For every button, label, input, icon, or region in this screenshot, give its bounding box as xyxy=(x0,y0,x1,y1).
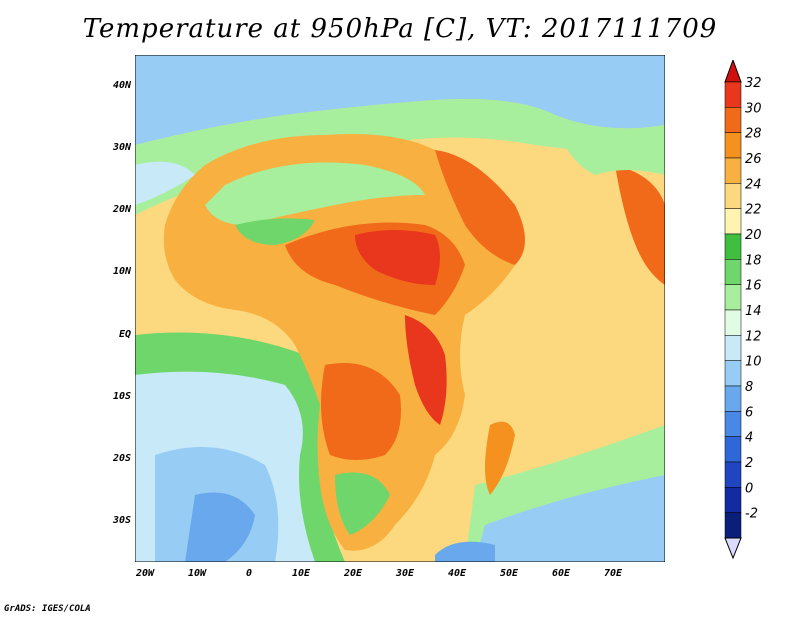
credit-text: GrADS: IGES/COLA xyxy=(4,604,91,614)
colorbar-swatch xyxy=(724,284,742,311)
colorbar-swatch xyxy=(724,487,742,513)
colorbar-swatch xyxy=(724,309,742,336)
temperature-map xyxy=(135,55,665,562)
lat-tick: 20S xyxy=(112,453,131,464)
lat-axis: 40N 30N 20N 10N EQ 10S 20S 30S xyxy=(112,80,132,526)
lat-tick: 40N xyxy=(113,80,132,91)
colorbar-label: 10 xyxy=(745,355,762,370)
colorbar-swatch xyxy=(724,233,742,260)
colorbar-swatch xyxy=(724,360,742,387)
colorbar-over-triangle xyxy=(724,60,742,83)
lon-tick: 10E xyxy=(292,568,311,579)
lat-tick: 20N xyxy=(112,204,132,215)
colorbar-swatch xyxy=(724,436,742,463)
colorbar-label: 2 xyxy=(745,456,753,471)
colorbar-label: 24 xyxy=(745,177,762,192)
colorbar-swatch xyxy=(724,157,742,184)
colorbar-label: 28 xyxy=(745,127,762,142)
colorbar-swatch xyxy=(724,461,742,488)
lat-tick: EQ xyxy=(119,329,131,340)
lon-tick: 50E xyxy=(500,568,519,579)
colorbar-label: 8 xyxy=(745,380,753,395)
lon-tick: 70E xyxy=(604,568,623,579)
colorbar-label: 30 xyxy=(745,101,762,116)
lon-tick: 60E xyxy=(552,568,571,579)
colorbar-swatch xyxy=(724,132,742,159)
colorbar-label: 14 xyxy=(745,304,762,319)
colorbar-swatch xyxy=(724,259,742,285)
colorbar-label: 26 xyxy=(745,152,762,167)
colorbar-label: 22 xyxy=(745,203,762,218)
colorbar-swatch xyxy=(724,81,742,108)
colorbar-label: 0 xyxy=(745,481,753,496)
lon-tick: 20E xyxy=(343,568,363,579)
colorbar-label: 6 xyxy=(745,405,753,420)
lon-tick: 40E xyxy=(448,568,467,579)
colorbar-label: 32 xyxy=(745,76,762,91)
colorbar-label: -2 xyxy=(745,507,758,522)
colorbar-swatch xyxy=(724,512,742,539)
lon-tick: 10W xyxy=(188,568,207,579)
colorbar-label: 12 xyxy=(745,329,762,344)
lon-axis: 20W 10W 0 10E 20E 30E 40E 50E 60E 70E xyxy=(135,568,623,579)
colorbar-swatch xyxy=(724,183,742,209)
colorbar-swatch xyxy=(724,107,742,133)
colorbar-swatch xyxy=(724,411,742,437)
colorbar-label: 16 xyxy=(745,279,762,294)
colorbar-swatch xyxy=(724,335,742,361)
colorbar-under-triangle xyxy=(724,537,742,560)
map-title: Temperature at 950hPa [C], VT: 201711170… xyxy=(82,14,718,44)
colorbar-label: 4 xyxy=(745,431,753,446)
lon-tick: 30E xyxy=(395,568,415,579)
colorbar-swatch xyxy=(724,385,742,412)
lat-tick: 30S xyxy=(112,515,131,526)
lon-tick: 0 xyxy=(246,568,252,579)
colorbar-swatch xyxy=(724,208,742,235)
colorbar-label: 18 xyxy=(745,253,762,268)
lon-tick: 20W xyxy=(135,568,155,579)
colorbar-label: 20 xyxy=(745,228,762,243)
lat-tick: 10N xyxy=(113,266,132,277)
lat-tick: 10S xyxy=(113,391,131,402)
lat-tick: 30N xyxy=(112,142,132,153)
